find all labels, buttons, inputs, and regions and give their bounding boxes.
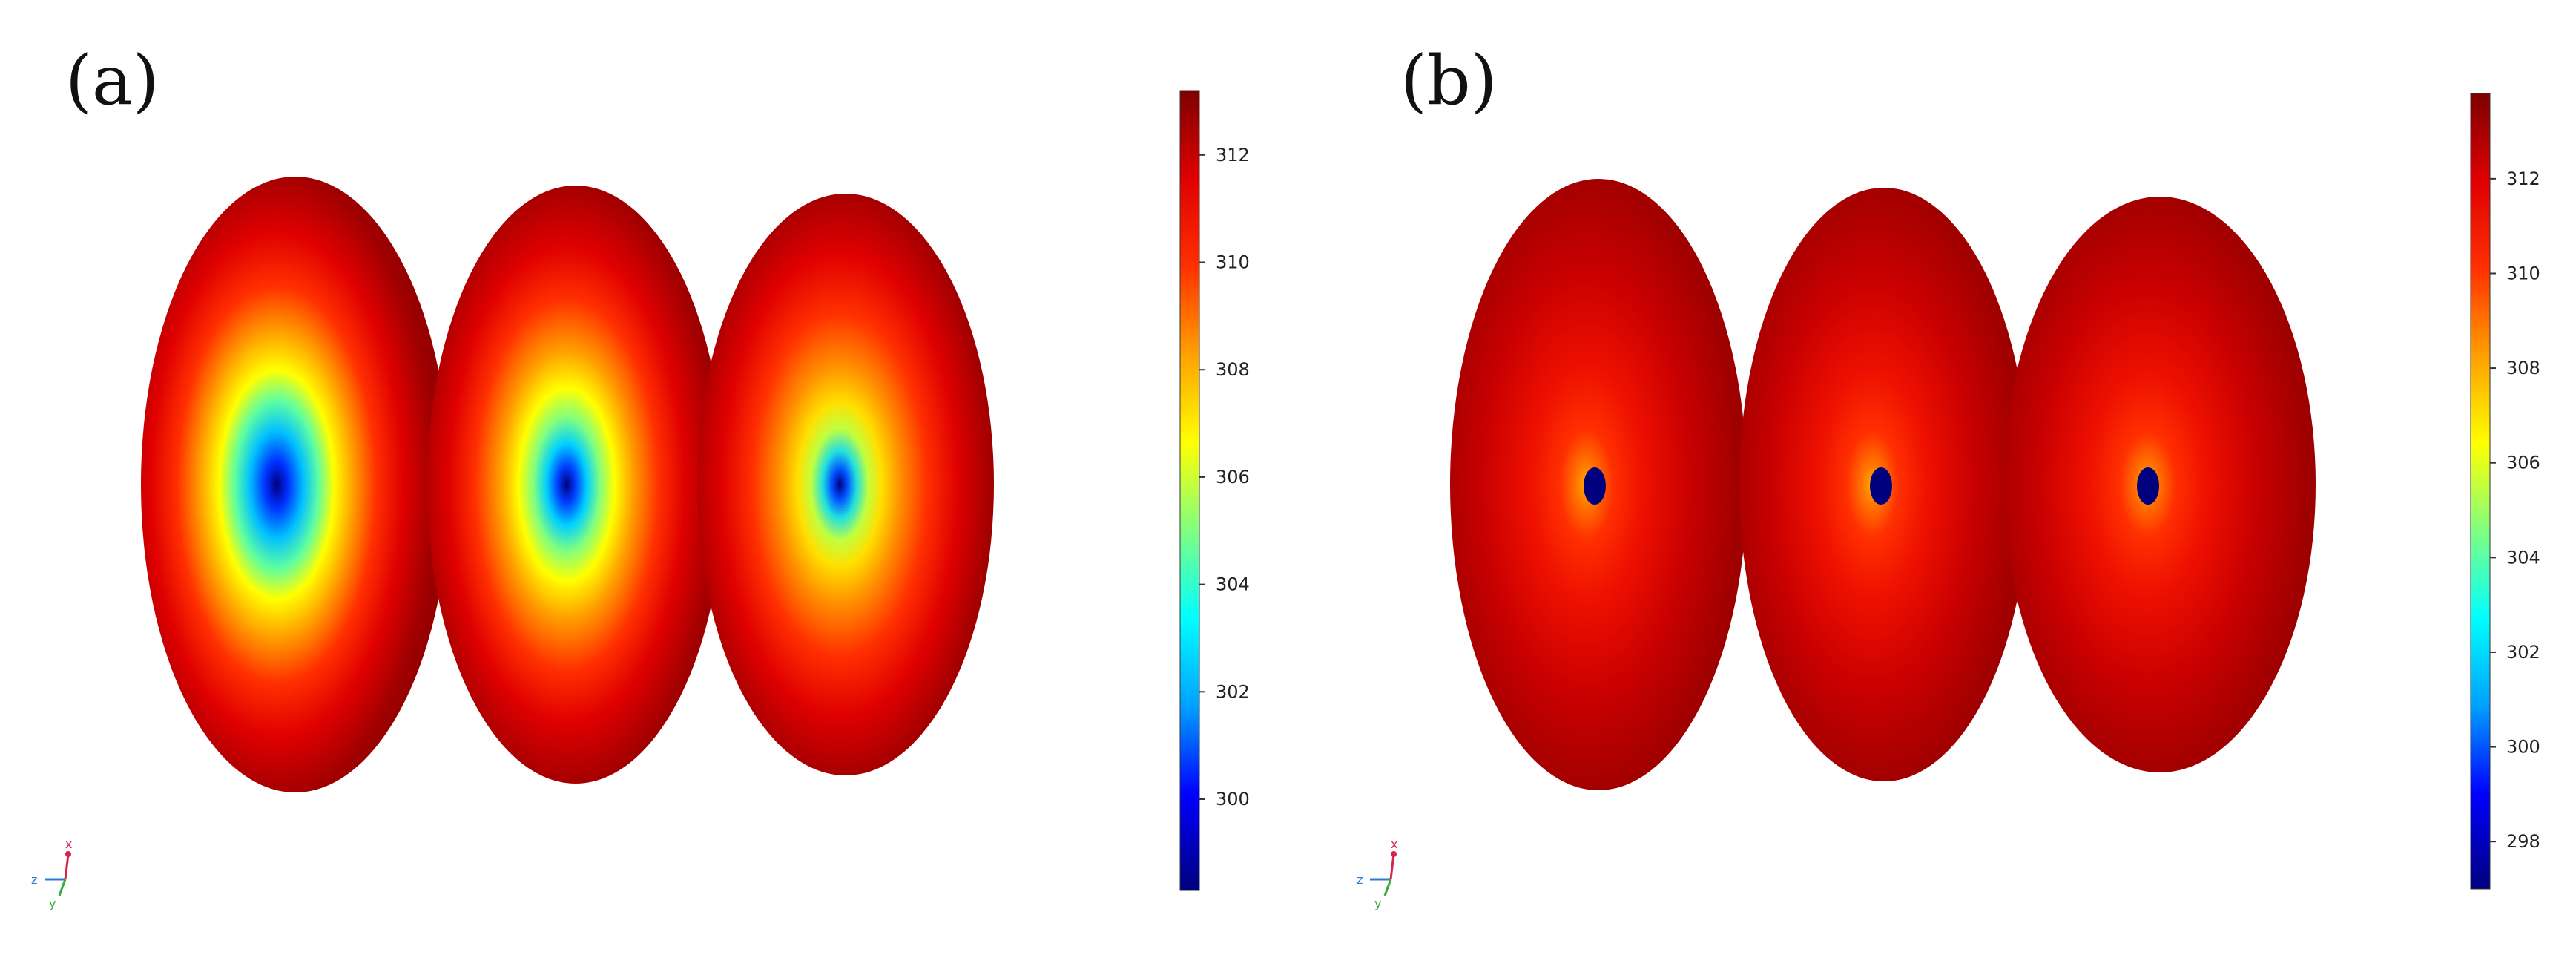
colorbar-tick-label: 310 xyxy=(2506,263,2540,283)
cold-core-3 xyxy=(2137,467,2159,505)
colorbar-tick-label: 302 xyxy=(1216,681,1250,702)
colorbar-gradient xyxy=(1179,90,1200,891)
colorbar-tick-label: 312 xyxy=(2506,168,2540,189)
panel-a: (a) x z y 312 310 308 306 304 302 300 xyxy=(31,41,1250,910)
colorbar-gradient xyxy=(2470,93,2491,890)
colorbar-tick-label: 300 xyxy=(2506,737,2540,758)
colorbar-ticks: 312 310 308 306 304 302 300 xyxy=(1199,145,1250,810)
colorbar-tick-label: 304 xyxy=(2506,547,2540,568)
axis-triad: x z y xyxy=(31,837,72,910)
colorbar-tick-label: 312 xyxy=(1216,145,1250,165)
colorbar-tick-label: 310 xyxy=(1216,252,1250,273)
panel-label: (a) xyxy=(65,41,159,120)
colorbar-tick-label: 308 xyxy=(1216,359,1250,380)
ellipse-field-group xyxy=(1450,179,2316,790)
cold-core-1 xyxy=(1584,467,1606,505)
colorbar-tick-label: 304 xyxy=(1216,574,1250,595)
triad-x-label: x xyxy=(65,837,72,851)
panel-b: (b) x z y 312 310 308 306 304 302 300 298 xyxy=(1357,41,2540,910)
colorbar: 312 310 308 306 304 302 300 xyxy=(1179,90,1250,891)
colorbar-tick-label: 306 xyxy=(2506,453,2540,473)
triad-y-label: y xyxy=(49,896,56,910)
triad-z-label: z xyxy=(31,873,37,887)
colorbar: 312 310 308 306 304 302 300 298 xyxy=(2470,93,2540,890)
triad-x-label: x xyxy=(1391,837,1397,851)
colorbar-tick-label: 308 xyxy=(2506,358,2540,378)
colorbar-tick-label: 306 xyxy=(1216,467,1250,488)
ellipse-field-group xyxy=(141,177,994,792)
colorbar-tick-label: 300 xyxy=(1216,789,1250,810)
temperature-field-ellipse-1 xyxy=(141,177,449,792)
temperature-field-ellipse-3 xyxy=(2004,197,2316,772)
colorbar-ticks: 312 310 308 306 304 302 300 298 xyxy=(2490,168,2540,852)
triad-z-label: z xyxy=(1357,873,1363,887)
temperature-field-ellipse-2 xyxy=(427,186,724,784)
triad-y-label: y xyxy=(1374,896,1381,910)
panel-label: (b) xyxy=(1400,41,1498,120)
cold-core-2 xyxy=(1870,467,1892,505)
colorbar-tick-label: 298 xyxy=(2506,831,2540,852)
axis-triad: x z y xyxy=(1357,837,1397,910)
temperature-field-ellipse-3 xyxy=(697,194,994,775)
colorbar-tick-label: 302 xyxy=(2506,642,2540,663)
